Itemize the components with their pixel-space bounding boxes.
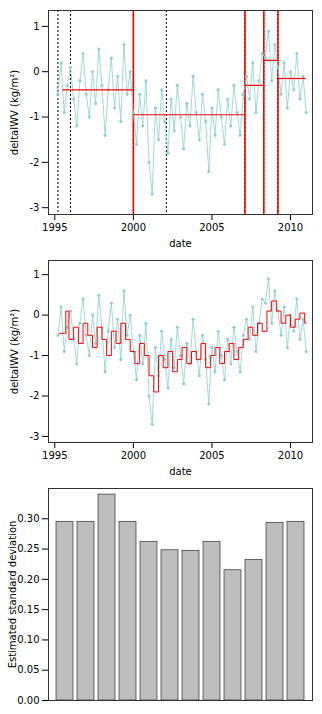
svg-text:-1: -1 <box>30 350 40 361</box>
svg-text:1995: 1995 <box>42 450 67 461</box>
svg-text:2005: 2005 <box>199 222 224 233</box>
svg-text:0.15: 0.15 <box>17 604 39 615</box>
svg-text:-3: -3 <box>30 431 40 442</box>
svg-text:1: 1 <box>33 21 39 32</box>
svg-text:0.10: 0.10 <box>17 634 39 645</box>
svg-text:1995: 1995 <box>42 222 67 233</box>
svg-text:2010: 2010 <box>278 450 303 461</box>
svg-text:-3: -3 <box>30 202 40 213</box>
svg-text:0.20: 0.20 <box>17 574 39 585</box>
svg-text:deltaIWV (kg/m²): deltaIWV (kg/m²) <box>9 309 20 394</box>
svg-text:0.25: 0.25 <box>17 543 39 554</box>
svg-text:Estimated standard deviation: Estimated standard deviation <box>7 521 18 669</box>
svg-text:date: date <box>169 466 192 477</box>
svg-text:0.05: 0.05 <box>17 664 39 675</box>
svg-text:1: 1 <box>33 269 39 280</box>
svg-text:2000: 2000 <box>121 222 146 233</box>
svg-text:2010: 2010 <box>278 222 303 233</box>
svg-text:2000: 2000 <box>121 450 146 461</box>
svg-text:0: 0 <box>33 66 39 77</box>
svg-text:-2: -2 <box>30 157 40 168</box>
svg-text:date: date <box>169 238 192 249</box>
svg-text:deltaIWV (kg/m²): deltaIWV (kg/m²) <box>9 70 20 155</box>
svg-text:0: 0 <box>33 309 39 320</box>
svg-text:0.30: 0.30 <box>17 513 39 524</box>
svg-text:-2: -2 <box>30 390 40 401</box>
svg-text:0.00: 0.00 <box>17 695 39 706</box>
svg-text:-1: -1 <box>30 111 40 122</box>
svg-text:2005: 2005 <box>199 450 224 461</box>
